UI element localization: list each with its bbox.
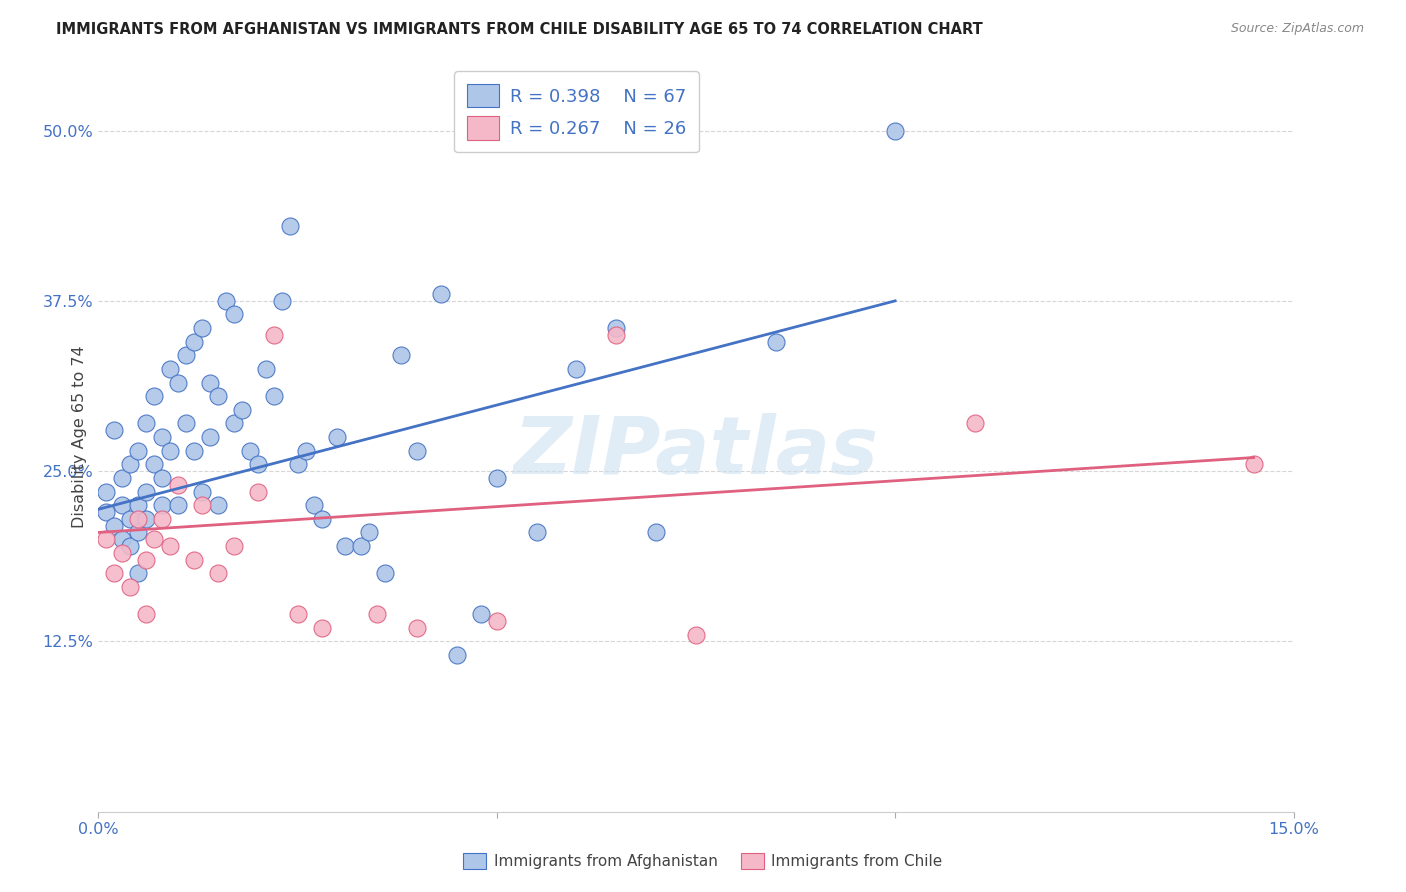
Point bbox=[111, 471, 134, 485]
Point bbox=[565, 362, 588, 376]
Point bbox=[350, 539, 373, 553]
Point bbox=[485, 471, 508, 485]
Point bbox=[135, 512, 157, 526]
Point bbox=[270, 293, 292, 308]
Point bbox=[135, 484, 157, 499]
Point bbox=[246, 484, 269, 499]
Point bbox=[287, 458, 309, 472]
Point bbox=[143, 458, 166, 472]
Point bbox=[159, 443, 181, 458]
Point bbox=[263, 389, 285, 403]
Point bbox=[183, 443, 205, 458]
Point bbox=[120, 580, 142, 594]
Point bbox=[366, 607, 388, 622]
Point bbox=[174, 348, 197, 362]
Point bbox=[96, 484, 118, 499]
Point bbox=[103, 566, 125, 581]
Point bbox=[884, 123, 907, 137]
Point bbox=[765, 334, 787, 349]
Point bbox=[215, 293, 238, 308]
Point bbox=[207, 498, 229, 512]
Point bbox=[191, 498, 214, 512]
Point bbox=[526, 525, 548, 540]
Text: IMMIGRANTS FROM AFGHANISTAN VS IMMIGRANTS FROM CHILE DISABILITY AGE 65 TO 74 COR: IMMIGRANTS FROM AFGHANISTAN VS IMMIGRANT… bbox=[56, 22, 983, 37]
Point bbox=[374, 566, 396, 581]
Point bbox=[127, 566, 149, 581]
Point bbox=[605, 327, 627, 342]
Point bbox=[111, 533, 134, 547]
Point bbox=[150, 512, 173, 526]
Point bbox=[159, 362, 181, 376]
Point bbox=[103, 423, 125, 437]
Point bbox=[198, 430, 221, 444]
Point bbox=[127, 525, 149, 540]
Point bbox=[645, 525, 668, 540]
Point bbox=[685, 627, 707, 641]
Point bbox=[127, 443, 149, 458]
Point bbox=[135, 552, 157, 566]
Point bbox=[167, 477, 190, 491]
Point bbox=[143, 389, 166, 403]
Text: Source: ZipAtlas.com: Source: ZipAtlas.com bbox=[1230, 22, 1364, 36]
Point bbox=[120, 512, 142, 526]
Point bbox=[446, 648, 468, 662]
Point bbox=[294, 443, 316, 458]
Point bbox=[222, 308, 245, 322]
Y-axis label: Disability Age 65 to 74: Disability Age 65 to 74 bbox=[72, 346, 87, 528]
Point bbox=[359, 525, 381, 540]
Point bbox=[263, 327, 285, 342]
Point bbox=[111, 498, 134, 512]
Point bbox=[103, 518, 125, 533]
Point bbox=[150, 498, 173, 512]
Point bbox=[191, 321, 214, 335]
Point bbox=[239, 443, 262, 458]
Point bbox=[406, 621, 429, 635]
Point bbox=[406, 443, 429, 458]
Point bbox=[222, 417, 245, 431]
Point bbox=[174, 417, 197, 431]
Point bbox=[246, 458, 269, 472]
Legend: Immigrants from Afghanistan, Immigrants from Chile: Immigrants from Afghanistan, Immigrants … bbox=[457, 847, 949, 875]
Point bbox=[127, 512, 149, 526]
Point bbox=[389, 348, 412, 362]
Point bbox=[963, 417, 986, 431]
Point bbox=[198, 376, 221, 390]
Point bbox=[287, 607, 309, 622]
Point bbox=[96, 533, 118, 547]
Point bbox=[120, 458, 142, 472]
Point bbox=[150, 430, 173, 444]
Point bbox=[254, 362, 277, 376]
Point bbox=[278, 219, 301, 233]
Point bbox=[183, 334, 205, 349]
Point bbox=[167, 498, 190, 512]
Point bbox=[222, 539, 245, 553]
Point bbox=[326, 430, 349, 444]
Point bbox=[96, 505, 118, 519]
Point bbox=[127, 498, 149, 512]
Point bbox=[111, 546, 134, 560]
Point bbox=[135, 417, 157, 431]
Point bbox=[430, 287, 453, 301]
Point bbox=[1243, 458, 1265, 472]
Point bbox=[207, 389, 229, 403]
Point bbox=[183, 552, 205, 566]
Point bbox=[159, 539, 181, 553]
Legend: R = 0.398    N = 67, R = 0.267    N = 26: R = 0.398 N = 67, R = 0.267 N = 26 bbox=[454, 71, 699, 153]
Point bbox=[311, 512, 333, 526]
Point bbox=[335, 539, 357, 553]
Point bbox=[311, 621, 333, 635]
Point bbox=[470, 607, 492, 622]
Point bbox=[167, 376, 190, 390]
Text: ZIPatlas: ZIPatlas bbox=[513, 413, 879, 491]
Point bbox=[302, 498, 325, 512]
Point bbox=[120, 539, 142, 553]
Point bbox=[207, 566, 229, 581]
Point bbox=[191, 484, 214, 499]
Point bbox=[150, 471, 173, 485]
Point bbox=[485, 614, 508, 628]
Point bbox=[605, 321, 627, 335]
Point bbox=[143, 533, 166, 547]
Point bbox=[135, 607, 157, 622]
Point bbox=[231, 402, 253, 417]
